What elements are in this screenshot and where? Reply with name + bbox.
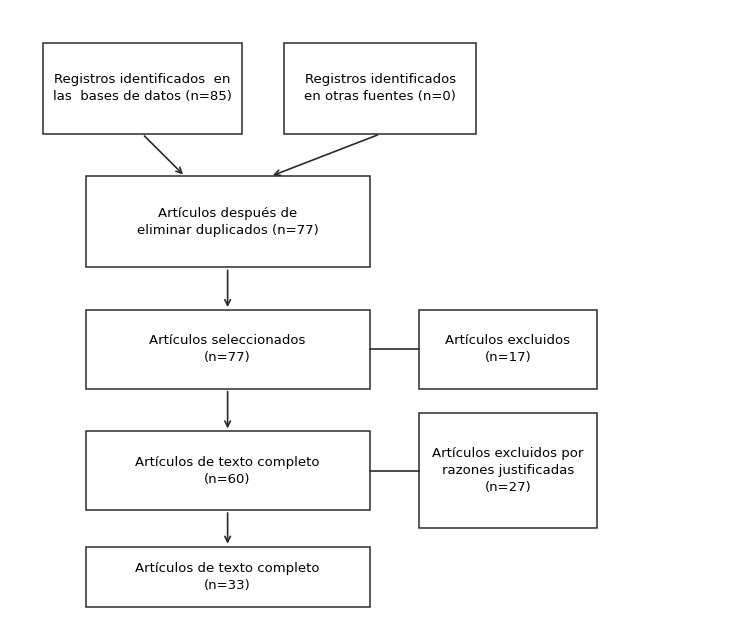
Text: Artículos excluidos
(n=17): Artículos excluidos (n=17) xyxy=(446,334,571,365)
FancyBboxPatch shape xyxy=(43,43,242,134)
Text: Registros identificados  en
las  bases de datos (n=85): Registros identificados en las bases de … xyxy=(53,73,232,104)
FancyBboxPatch shape xyxy=(86,176,370,267)
FancyBboxPatch shape xyxy=(86,547,370,607)
FancyBboxPatch shape xyxy=(285,43,476,134)
Text: Artículos seleccionados
(n=77): Artículos seleccionados (n=77) xyxy=(149,334,306,365)
FancyBboxPatch shape xyxy=(419,413,596,528)
FancyBboxPatch shape xyxy=(86,310,370,389)
FancyBboxPatch shape xyxy=(419,310,596,389)
Text: Artículos de texto completo
(n=60): Artículos de texto completo (n=60) xyxy=(135,456,320,486)
Text: Artículos de texto completo
(n=33): Artículos de texto completo (n=33) xyxy=(135,562,320,592)
Text: Artículos excluidos por
razones justificadas
(n=27): Artículos excluidos por razones justific… xyxy=(432,447,584,494)
FancyBboxPatch shape xyxy=(86,431,370,510)
Text: Registros identificados
en otras fuentes (n=0): Registros identificados en otras fuentes… xyxy=(304,73,456,104)
Text: Artículos después de
eliminar duplicados (n=77): Artículos después de eliminar duplicados… xyxy=(137,207,319,237)
